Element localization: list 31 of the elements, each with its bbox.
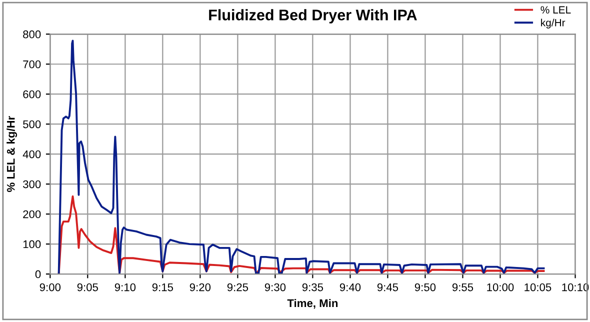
line-series [58, 195, 545, 274]
x-tick-label: 9:15 [152, 283, 174, 292]
y-tick-label: 300 [23, 180, 41, 188]
legend-label: % LEL [540, 6, 571, 14]
y-tick-label: 700 [23, 60, 41, 68]
line-series [58, 40, 545, 274]
x-tick-label: 10:00 [487, 283, 514, 292]
chart-title: Fluidized Bed Dryer With IPA [209, 9, 417, 24]
y-tick-label: 600 [23, 90, 41, 98]
x-tick-label: 9:40 [340, 283, 361, 292]
y-tick-label: 200 [23, 210, 41, 218]
x-tick-label: 9:55 [452, 283, 474, 292]
x-tick-label: 9:45 [377, 283, 398, 292]
x-tick-label: 10:05 [524, 283, 552, 292]
y-tick-label: 0 [35, 270, 41, 278]
x-tick-label: 9:20 [190, 283, 211, 292]
x-tick-label: 9:05 [77, 283, 98, 292]
y-tick-label: 500 [23, 120, 41, 128]
x-tick-label: 9:00 [40, 283, 61, 292]
x-tick-label: 9:25 [227, 283, 248, 292]
x-tick-label: 9:50 [414, 283, 436, 292]
x-tick-label: 9:10 [114, 283, 136, 292]
legend-label: kg/Hr [541, 18, 566, 28]
x-axis-title: Time, Min [287, 298, 338, 309]
x-tick-label: 9:30 [264, 283, 286, 292]
x-tick-label: 10:10 [562, 283, 589, 292]
y-tick-label: 800 [23, 30, 41, 38]
y-tick-label: 100 [23, 240, 41, 248]
y-axis-title: % LEL & kg/Hr [6, 116, 18, 192]
x-tick-label: 9:35 [302, 283, 324, 292]
y-tick-label: 400 [22, 150, 41, 158]
